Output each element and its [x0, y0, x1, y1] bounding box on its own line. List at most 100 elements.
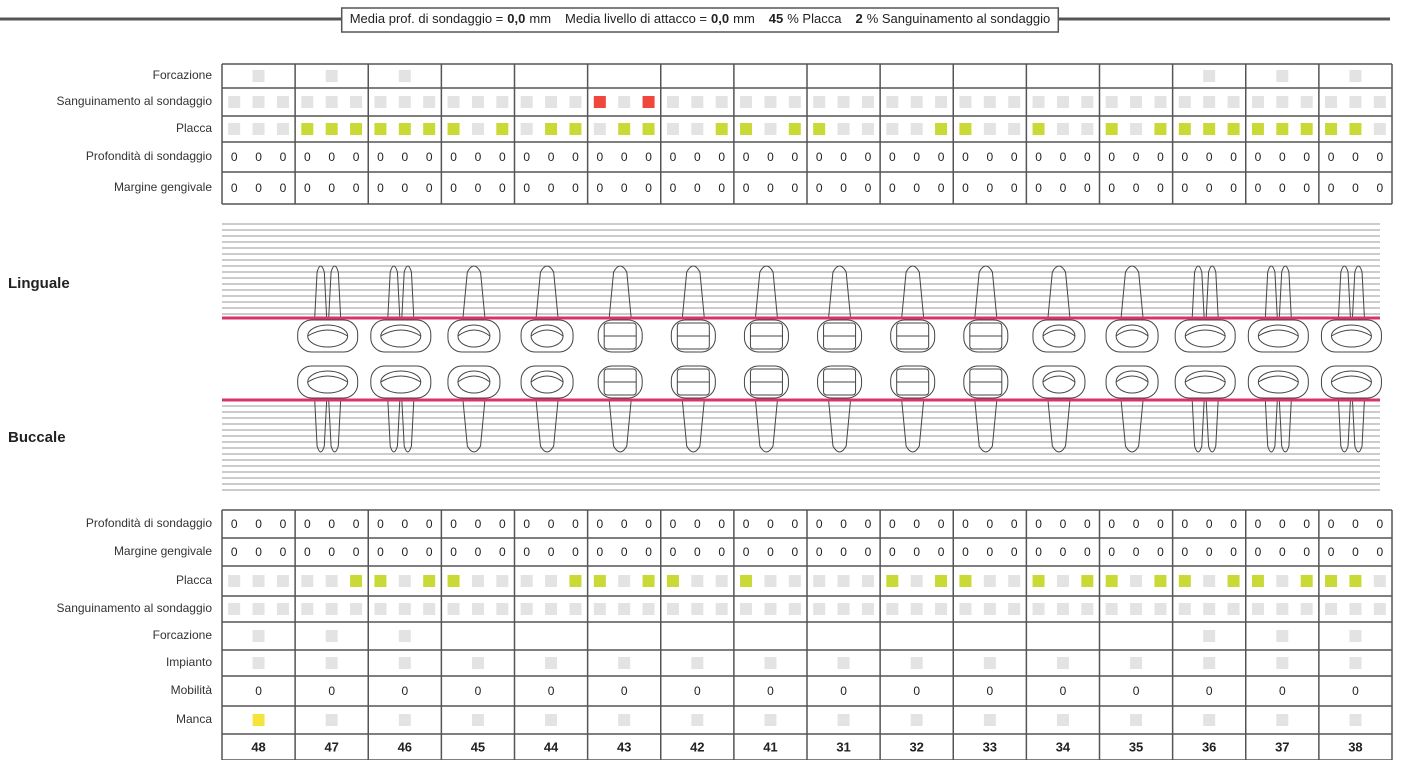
checkbox[interactable] [788, 96, 801, 108]
checkbox[interactable] [252, 96, 265, 108]
checkbox[interactable] [593, 575, 606, 587]
checkbox[interactable] [861, 96, 874, 108]
checkbox[interactable] [642, 96, 655, 108]
checkbox[interactable] [1349, 70, 1362, 82]
checkbox[interactable] [569, 575, 582, 587]
checkbox[interactable] [325, 657, 338, 669]
checkbox[interactable] [910, 714, 923, 726]
checkbox[interactable] [374, 603, 387, 615]
checkbox[interactable] [1300, 96, 1313, 108]
checkbox[interactable] [1154, 123, 1167, 135]
checkbox[interactable] [813, 123, 826, 135]
checkbox[interactable] [1276, 657, 1289, 669]
checkbox[interactable] [1056, 714, 1069, 726]
checkbox[interactable] [471, 657, 484, 669]
checkbox[interactable] [813, 96, 826, 108]
checkbox[interactable] [569, 123, 582, 135]
checkbox[interactable] [471, 123, 484, 135]
checkbox[interactable] [1276, 603, 1289, 615]
checkbox[interactable] [228, 603, 241, 615]
checkbox[interactable] [1203, 96, 1216, 108]
checkbox[interactable] [715, 603, 728, 615]
checkbox[interactable] [1276, 70, 1289, 82]
checkbox[interactable] [593, 96, 606, 108]
checkbox[interactable] [740, 96, 753, 108]
checkbox[interactable] [1349, 575, 1362, 587]
checkbox[interactable] [691, 714, 704, 726]
checkbox[interactable] [1349, 630, 1362, 642]
checkbox[interactable] [1276, 575, 1289, 587]
checkbox[interactable] [983, 714, 996, 726]
checkbox[interactable] [301, 575, 314, 587]
checkbox[interactable] [252, 123, 265, 135]
checkbox[interactable] [691, 575, 704, 587]
checkbox[interactable] [398, 96, 411, 108]
checkbox[interactable] [764, 657, 777, 669]
checkbox[interactable] [1325, 603, 1338, 615]
checkbox[interactable] [740, 575, 753, 587]
checkbox[interactable] [447, 96, 460, 108]
checkbox[interactable] [837, 575, 850, 587]
checkbox[interactable] [228, 96, 241, 108]
checkbox[interactable] [983, 603, 996, 615]
checkbox[interactable] [959, 96, 972, 108]
checkbox[interactable] [1203, 657, 1216, 669]
checkbox[interactable] [398, 575, 411, 587]
checkbox[interactable] [1325, 96, 1338, 108]
checkbox[interactable] [252, 630, 265, 642]
checkbox[interactable] [496, 96, 509, 108]
checkbox[interactable] [252, 714, 265, 726]
checkbox[interactable] [1349, 603, 1362, 615]
checkbox[interactable] [1081, 123, 1094, 135]
checkbox[interactable] [1154, 575, 1167, 587]
checkbox[interactable] [886, 603, 899, 615]
checkbox[interactable] [1032, 603, 1045, 615]
checkbox[interactable] [1349, 657, 1362, 669]
checkbox[interactable] [1203, 603, 1216, 615]
checkbox[interactable] [983, 96, 996, 108]
checkbox[interactable] [1203, 714, 1216, 726]
checkbox[interactable] [374, 575, 387, 587]
checkbox[interactable] [228, 575, 241, 587]
checkbox[interactable] [1373, 96, 1386, 108]
checkbox[interactable] [861, 603, 874, 615]
checkbox[interactable] [764, 123, 777, 135]
checkbox[interactable] [1203, 630, 1216, 642]
checkbox[interactable] [374, 96, 387, 108]
checkbox[interactable] [398, 123, 411, 135]
checkbox[interactable] [398, 603, 411, 615]
checkbox[interactable] [545, 123, 558, 135]
checkbox[interactable] [788, 603, 801, 615]
checkbox[interactable] [398, 657, 411, 669]
checkbox[interactable] [691, 657, 704, 669]
checkbox[interactable] [1105, 575, 1118, 587]
checkbox[interactable] [1227, 123, 1240, 135]
checkbox[interactable] [910, 96, 923, 108]
checkbox[interactable] [1178, 575, 1191, 587]
checkbox[interactable] [715, 123, 728, 135]
checkbox[interactable] [1081, 603, 1094, 615]
checkbox[interactable] [935, 96, 948, 108]
checkbox[interactable] [471, 603, 484, 615]
checkbox[interactable] [350, 123, 363, 135]
checkbox[interactable] [910, 575, 923, 587]
checkbox[interactable] [1276, 123, 1289, 135]
checkbox[interactable] [1373, 123, 1386, 135]
checkbox[interactable] [618, 96, 631, 108]
checkbox[interactable] [569, 96, 582, 108]
checkbox[interactable] [1373, 575, 1386, 587]
checkbox[interactable] [252, 70, 265, 82]
checkbox[interactable] [666, 123, 679, 135]
checkbox[interactable] [691, 123, 704, 135]
checkbox[interactable] [837, 96, 850, 108]
checkbox[interactable] [1154, 603, 1167, 615]
checkbox[interactable] [837, 657, 850, 669]
checkbox[interactable] [545, 657, 558, 669]
checkbox[interactable] [1130, 123, 1143, 135]
checkbox[interactable] [276, 123, 289, 135]
checkbox[interactable] [496, 123, 509, 135]
checkbox[interactable] [1300, 603, 1313, 615]
checkbox[interactable] [545, 714, 558, 726]
checkbox[interactable] [935, 123, 948, 135]
checkbox[interactable] [447, 123, 460, 135]
